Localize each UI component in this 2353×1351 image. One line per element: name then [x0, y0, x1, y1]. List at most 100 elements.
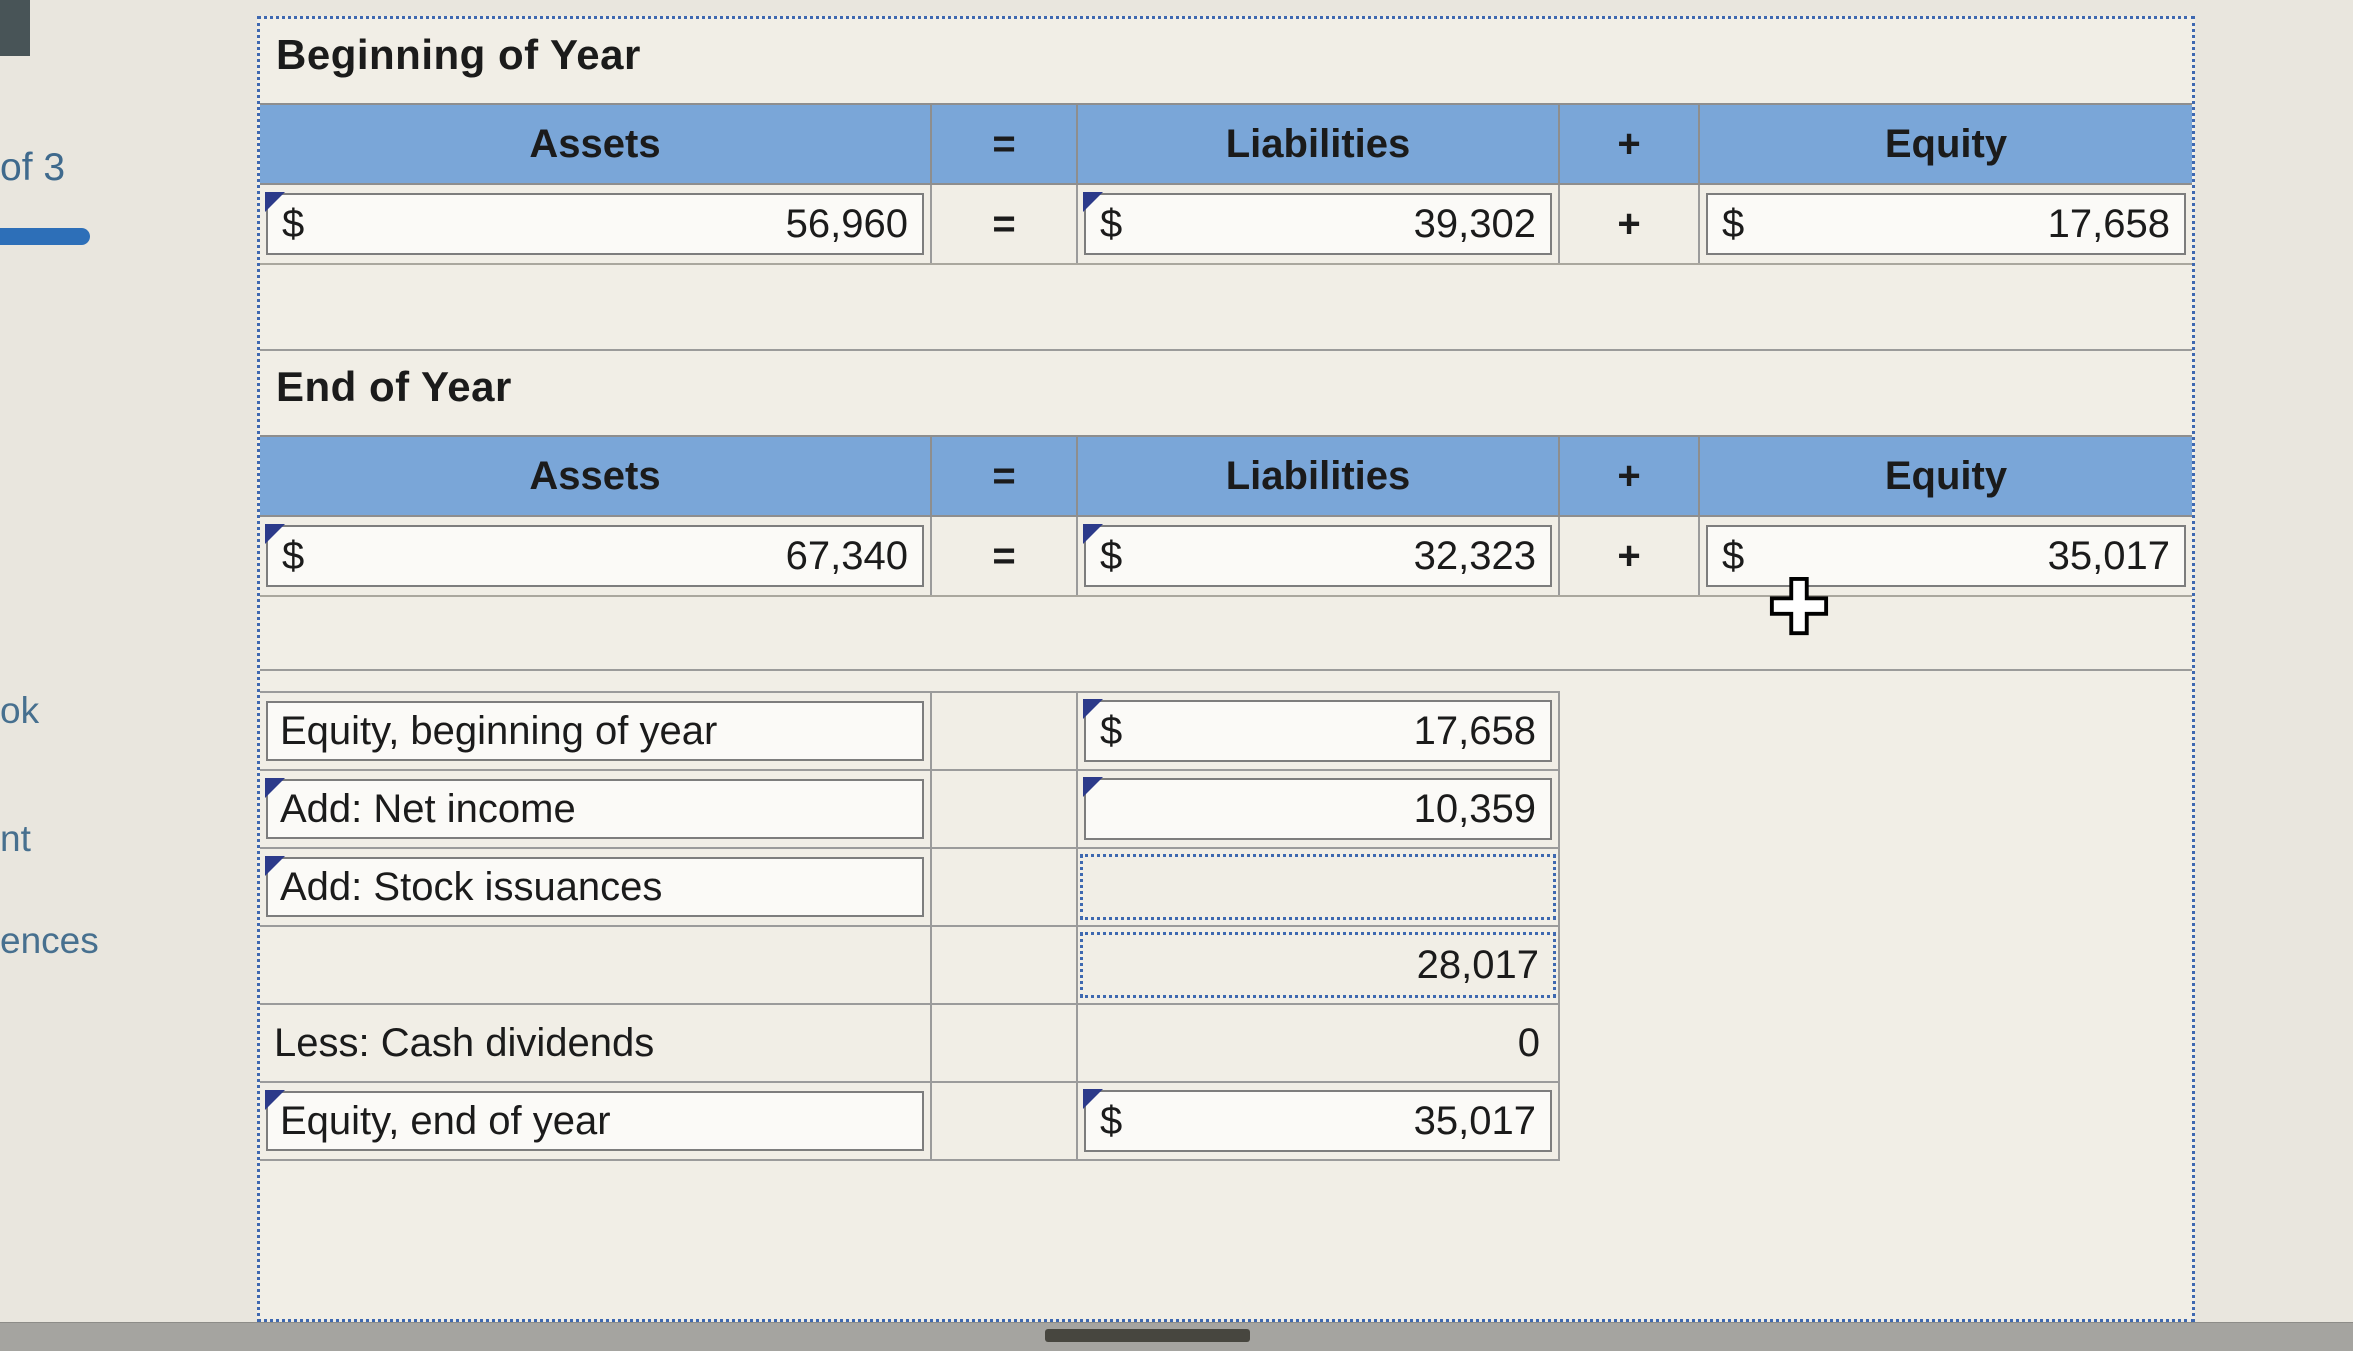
header-liabilities: Liabilities — [1078, 437, 1560, 515]
row-label: Less: Cash dividends — [274, 1020, 655, 1065]
equity-beginning-label-input[interactable]: Equity, beginning of year — [266, 701, 924, 761]
equals-operator: = — [932, 517, 1078, 595]
answer-flag-icon — [1083, 1089, 1103, 1109]
header-assets: Assets — [260, 437, 932, 515]
beginning-of-year-table: Assets = Liabilities + Equity $ 56,960 = — [260, 103, 2192, 265]
subtotal-value-cell: 28,017 — [1078, 927, 1560, 1003]
table-row: Less: Cash dividends 0 — [260, 1005, 1560, 1083]
row-value: 35,017 — [1413, 1098, 1536, 1143]
section-divider — [260, 669, 2192, 671]
stock-issuances-value-input-selected[interactable] — [1080, 854, 1556, 920]
table-row: Equity, end of year $ 35,017 — [260, 1083, 1560, 1161]
header-equity: Equity — [1884, 453, 2008, 498]
equity-end-value-cell: $ 35,017 — [1078, 1083, 1560, 1159]
end-values-row: $ 67,340 = $ 32,323 + $ 35,017 — [260, 517, 2192, 597]
bottom-bar-segment — [1045, 1329, 1250, 1342]
row-value: 17,658 — [1413, 708, 1536, 753]
cash-dividends-value-cell: 0 — [1078, 1005, 1560, 1081]
end-equity-value: 35,017 — [2047, 533, 2170, 578]
stock-issuances-value-cell — [1078, 849, 1560, 925]
row-value: 10,359 — [1413, 786, 1536, 831]
currency-symbol: $ — [1722, 201, 1745, 246]
answer-flag-icon — [1083, 699, 1103, 719]
spacer-cell — [932, 849, 1078, 925]
plus-operator: + — [1560, 517, 1700, 595]
progress-accent-bar — [0, 228, 90, 245]
table-row: Add: Net income 10,359 — [260, 771, 1560, 849]
net-income-value-input[interactable]: 10,359 — [1083, 777, 1552, 840]
equity-end-value-input[interactable]: $ 35,017 — [1083, 1089, 1552, 1152]
beginning-equity-input[interactable]: $ 17,658 — [1706, 193, 2186, 255]
currency-symbol: $ — [1100, 1098, 1123, 1143]
spacer-cell — [932, 927, 1078, 1003]
currency-symbol: $ — [282, 533, 305, 578]
row-label: Add: Stock issuances — [280, 864, 663, 909]
beginning-equity-value: 17,658 — [2047, 201, 2170, 246]
equity-statement-table: Equity, beginning of year $ 17,658 — [260, 691, 1560, 1161]
spacer-cell — [932, 1005, 1078, 1081]
answer-flag-icon — [1083, 192, 1103, 212]
sidebar-item-print[interactable]: nt — [0, 818, 31, 859]
page-counter-text: of 3 — [0, 146, 66, 189]
end-assets-input[interactable]: $ 67,340 — [265, 524, 924, 587]
equity-end-label-input[interactable]: Equity, end of year — [265, 1090, 924, 1151]
cell-plus-cursor-icon — [1769, 576, 1829, 636]
end-equity-input[interactable]: $ 35,017 — [1706, 525, 2186, 587]
row-label: Add: Net income — [280, 786, 576, 831]
row-label: Equity, end of year — [280, 1098, 611, 1143]
header-equity: Equity — [1884, 121, 2008, 166]
section-divider — [260, 349, 2192, 351]
answer-flag-icon — [265, 1090, 285, 1110]
end-liabilities-value: 32,323 — [1413, 533, 1536, 578]
header-plus: + — [1560, 105, 1700, 183]
answer-flag-icon — [265, 856, 285, 876]
screen-corner-artifact — [0, 0, 30, 56]
beginning-assets-cell: $ 56,960 — [260, 185, 932, 263]
currency-symbol: $ — [282, 201, 305, 246]
beginning-liabilities-value: 39,302 — [1413, 201, 1536, 246]
answer-flag-icon — [1083, 777, 1103, 797]
beginning-assets-value: 56,960 — [785, 201, 908, 246]
net-income-label-input[interactable]: Add: Net income — [265, 778, 924, 839]
spacer-cell — [932, 771, 1078, 847]
table-row: Add: Stock issuances — [260, 849, 1560, 927]
end-assets-value: 67,340 — [785, 533, 908, 578]
currency-symbol: $ — [1100, 708, 1123, 753]
net-income-value-cell: 10,359 — [1078, 771, 1560, 847]
equals-operator: = — [932, 185, 1078, 263]
sidebar-item-ebook[interactable]: ok — [0, 690, 40, 731]
currency-symbol: $ — [1100, 533, 1123, 578]
stock-issuances-label-cell: Add: Stock issuances — [260, 849, 932, 925]
subtotal-value[interactable]: 28,017 — [1080, 932, 1556, 998]
table-row: Equity, beginning of year $ 17,658 — [260, 693, 1560, 771]
table-row: 28,017 — [260, 927, 1560, 1005]
beginning-liabilities-input[interactable]: $ 39,302 — [1083, 192, 1552, 255]
end-of-year-title: End of Year — [276, 363, 512, 410]
beginning-values-row: $ 56,960 = $ 39,302 + $ 17,658 — [260, 185, 2192, 265]
row-label: Equity, beginning of year — [280, 708, 718, 753]
header-assets: Assets — [260, 105, 932, 183]
equity-beginning-value-cell: $ 17,658 — [1078, 693, 1560, 769]
beginning-header-row: Assets = Liabilities + Equity — [260, 103, 2192, 185]
beginning-equity-cell: $ 17,658 — [1700, 185, 2192, 263]
answer-flag-icon — [265, 192, 285, 212]
equity-beginning-value-input[interactable]: $ 17,658 — [1083, 699, 1552, 762]
answer-flag-icon — [265, 524, 285, 544]
equity-end-label-cell: Equity, end of year — [260, 1083, 932, 1159]
beginning-liabilities-cell: $ 39,302 — [1078, 185, 1560, 263]
net-income-label-cell: Add: Net income — [260, 771, 932, 847]
beginning-assets-input[interactable]: $ 56,960 — [265, 192, 924, 255]
end-liabilities-input[interactable]: $ 32,323 — [1083, 524, 1552, 587]
worksheet-panel: Beginning of Year Assets = Liabilities +… — [257, 16, 2195, 1322]
stock-issuances-label-input[interactable]: Add: Stock issuances — [265, 856, 924, 917]
row-value: 0 — [1517, 1020, 1540, 1065]
beginning-of-year-title: Beginning of Year — [276, 31, 641, 78]
equity-beginning-label-cell: Equity, beginning of year — [260, 693, 932, 769]
sidebar-item-references[interactable]: ences — [0, 920, 99, 961]
blank-label-cell — [260, 927, 932, 1003]
currency-symbol: $ — [1100, 201, 1123, 246]
header-equals: = — [932, 105, 1078, 183]
plus-operator: + — [1560, 185, 1700, 263]
currency-symbol: $ — [1722, 533, 1745, 578]
